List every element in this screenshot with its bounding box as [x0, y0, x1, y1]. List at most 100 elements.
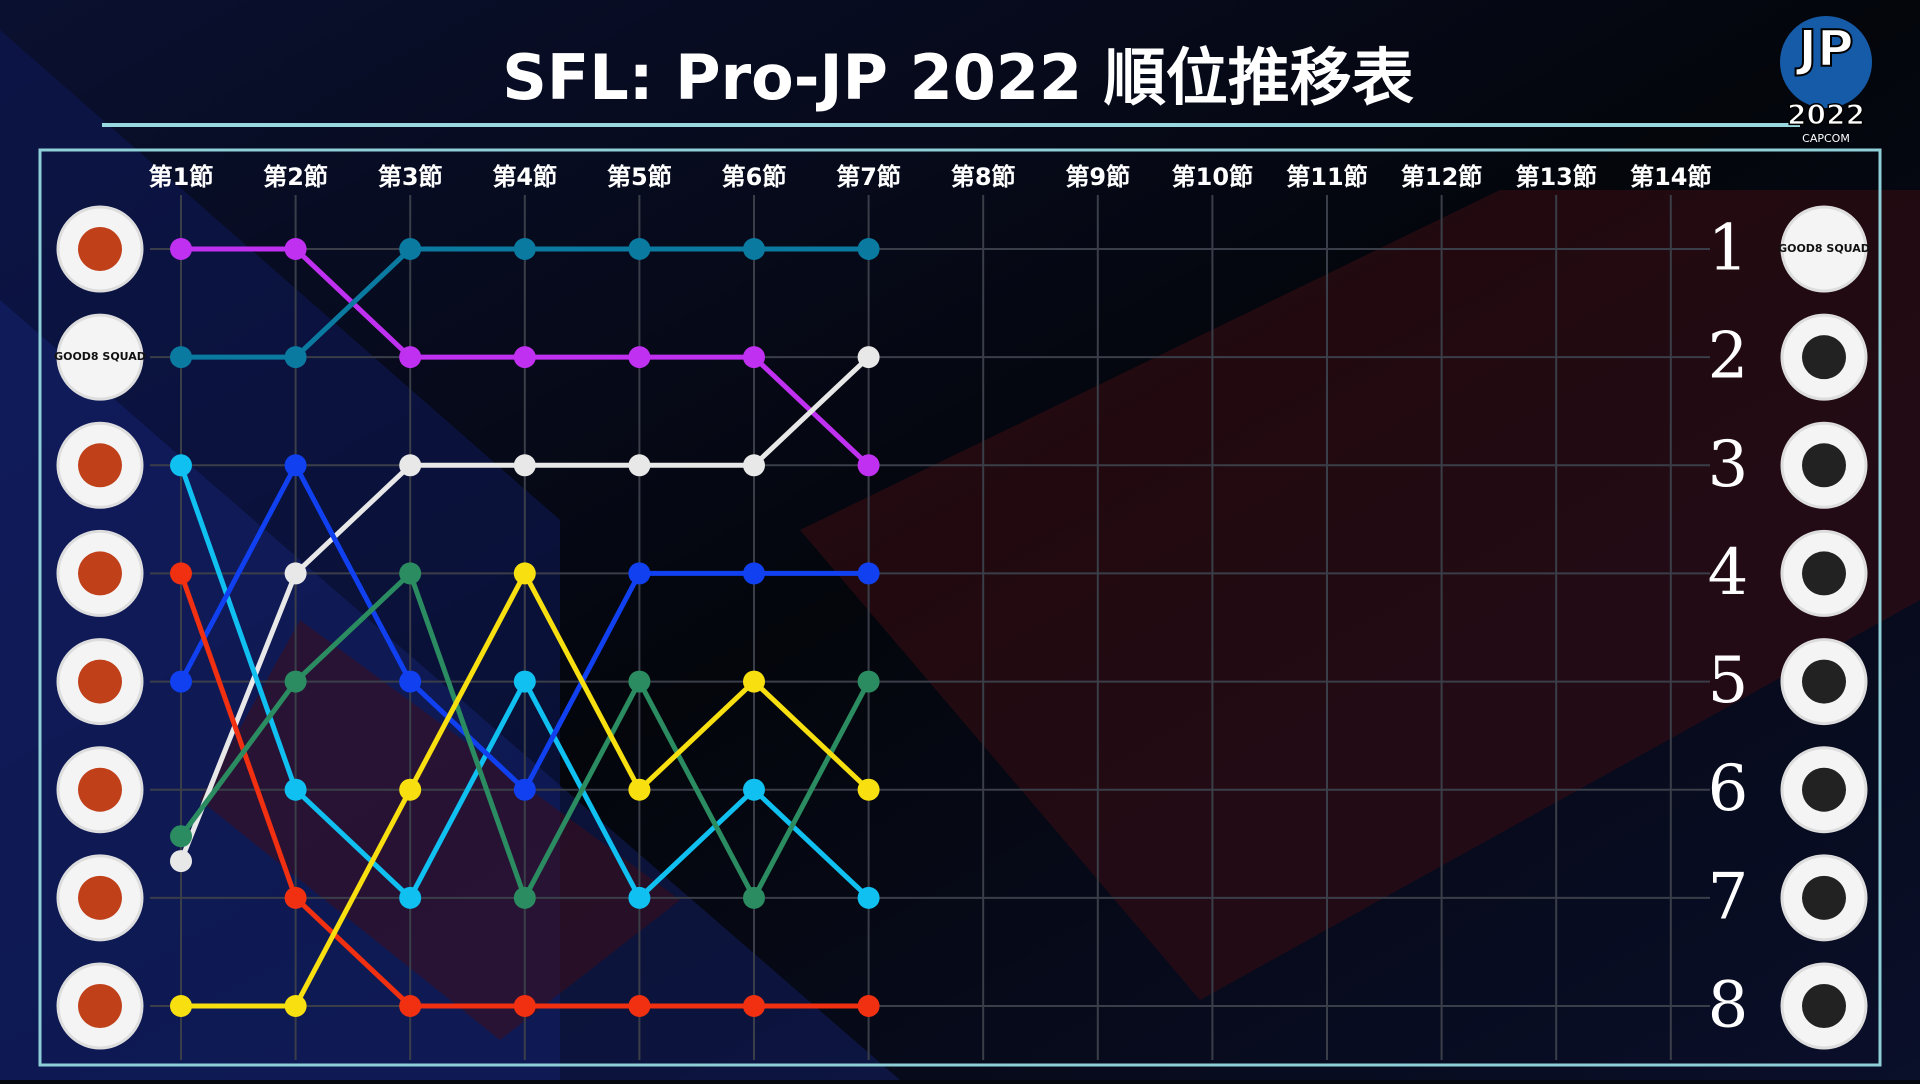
team-logo-text: GOOD8 SQUAD — [54, 350, 146, 363]
series-point — [857, 454, 880, 477]
x-tick-label: 第12節 — [1401, 163, 1482, 191]
team-logo-mark — [1802, 875, 1846, 920]
y-tick-label: 3 — [1708, 428, 1749, 502]
team-logo-mark — [1802, 659, 1846, 704]
y-tick-label: 6 — [1708, 752, 1749, 826]
series-point — [628, 562, 651, 585]
series-point — [399, 454, 422, 477]
x-tick-label: 第6節 — [722, 163, 787, 191]
series-point — [170, 995, 192, 1017]
x-tick-label: 第3節 — [378, 163, 443, 191]
x-tick-label: 第9節 — [1065, 163, 1130, 191]
y-tick-label: 7 — [1708, 860, 1749, 934]
series-point — [284, 238, 307, 260]
x-tick-label: 第14節 — [1630, 163, 1711, 191]
series-point — [399, 778, 422, 801]
x-tick-label: 第1節 — [149, 163, 214, 191]
team-logo-mark — [78, 767, 122, 812]
series-point — [857, 995, 880, 1017]
series-point — [743, 562, 765, 585]
series-point — [857, 670, 880, 693]
series-point — [170, 825, 192, 848]
logo-text: 2022 — [1787, 98, 1865, 131]
series-point — [399, 995, 422, 1017]
series-point — [399, 238, 422, 260]
series-point — [743, 238, 765, 260]
series-point — [628, 238, 651, 260]
series-point — [857, 778, 880, 801]
team-logo-mark — [1802, 767, 1846, 812]
series-point — [284, 995, 307, 1017]
series-point — [170, 850, 192, 873]
series-point — [513, 778, 536, 801]
x-tick-label: 第11節 — [1286, 163, 1367, 191]
team-logo-mark — [1802, 335, 1846, 380]
series-point — [399, 886, 422, 909]
series-point — [857, 886, 880, 909]
series-point — [170, 238, 192, 260]
x-tick-label: 第10節 — [1172, 163, 1253, 191]
series-point — [399, 670, 422, 693]
series-point — [170, 562, 192, 585]
series-point — [743, 670, 765, 693]
series-point — [628, 346, 651, 369]
series-point — [284, 778, 307, 801]
y-tick-label: 8 — [1708, 969, 1749, 1043]
series-point — [743, 886, 765, 909]
series-point — [284, 886, 307, 909]
series-point — [628, 670, 651, 693]
series-point — [513, 886, 536, 909]
series-point — [743, 346, 765, 369]
series-point — [284, 562, 307, 585]
series-point — [284, 454, 307, 477]
series-point — [628, 995, 651, 1017]
series-point — [513, 346, 536, 369]
series-point — [743, 995, 765, 1017]
series-point — [513, 562, 536, 585]
corner-logo: JP 2022 CAPCOM — [1780, 16, 1872, 145]
team-logo-text: GOOD8 SQUAD — [1778, 242, 1870, 255]
logo-text: JP — [1795, 20, 1853, 78]
x-tick-label: 第7節 — [836, 163, 901, 191]
team-logo — [1780, 205, 1868, 293]
series-point — [857, 238, 880, 260]
series-point — [399, 562, 422, 585]
y-tick-label: 5 — [1708, 644, 1749, 718]
team-logo — [56, 313, 144, 401]
bg-shape — [800, 190, 1920, 1000]
x-tick-label: 第2節 — [263, 163, 328, 191]
team-logo-mark — [1802, 984, 1846, 1028]
series-point — [857, 562, 880, 585]
y-tick-label: 1 — [1708, 212, 1749, 286]
series-point — [284, 670, 307, 693]
logo-text: CAPCOM — [1802, 132, 1850, 145]
team-logo-mark — [1802, 551, 1846, 596]
series-point — [284, 346, 307, 369]
series-point — [743, 454, 765, 477]
series-point — [743, 778, 765, 801]
series-point — [513, 670, 536, 693]
series-point — [513, 454, 536, 477]
series-point — [857, 346, 880, 369]
series-point — [170, 454, 192, 477]
team-logo-mark — [78, 875, 122, 920]
team-logo-mark — [78, 227, 122, 271]
series-point — [170, 346, 192, 369]
x-tick-label: 第8節 — [951, 163, 1016, 191]
y-tick-label: 2 — [1708, 320, 1749, 394]
series-point — [628, 454, 651, 477]
team-logo-mark — [78, 984, 122, 1028]
logo-badge — [1780, 16, 1872, 108]
series-point — [513, 995, 536, 1017]
series-point — [170, 670, 192, 693]
x-tick-label: 第5節 — [607, 163, 672, 191]
panel-border — [38, 148, 1882, 1067]
series-point — [628, 886, 651, 909]
series-point — [513, 238, 536, 260]
team-logo-mark — [78, 443, 122, 488]
y-tick-label: 4 — [1708, 536, 1749, 610]
series-point — [399, 346, 422, 369]
bg-shape — [0, 30, 560, 1080]
x-tick-label: 第13節 — [1515, 163, 1596, 191]
